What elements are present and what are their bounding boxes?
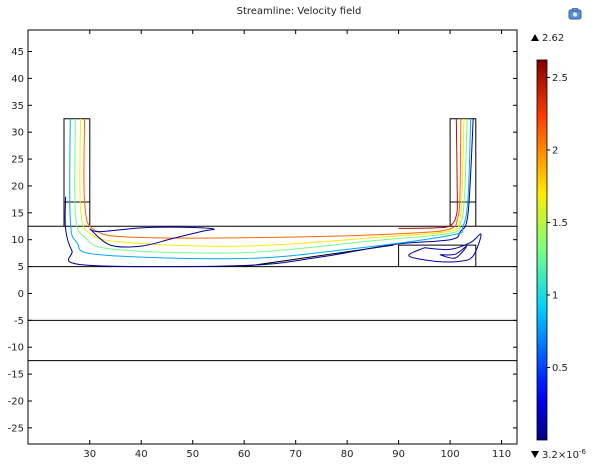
colorbar-tick-label: 1 (552, 290, 558, 301)
y-tick-label: -20 (8, 396, 24, 407)
plot-frame (27, 29, 518, 445)
y-tick-label: 10 (11, 235, 24, 246)
x-tick-label: 30 (83, 449, 96, 460)
streamline (408, 233, 482, 263)
inlet-channel (63, 118, 91, 227)
plot-title: Streamline: Velocity field (236, 6, 362, 17)
colorbar-tick-label: 2 (552, 145, 558, 156)
x-tick-label: 110 (492, 449, 511, 460)
y-tick-label: 15 (11, 208, 24, 219)
x-tick-label: 50 (186, 449, 199, 460)
streamline (69, 118, 472, 260)
y-tick-label: -10 (8, 343, 24, 354)
streamline (398, 118, 458, 229)
y-tick-label: 40 (11, 74, 24, 85)
y-tick-label: 30 (11, 128, 24, 139)
colorbar-tick-label: 2.5 (552, 73, 568, 84)
x-tick-label: 100 (441, 449, 460, 460)
x-tick-label: 90 (392, 449, 405, 460)
x-tick-label: 40 (135, 449, 148, 460)
colorbar-tick-label: 1.5 (552, 218, 568, 229)
colorbar-max-label: 2.62 (542, 33, 564, 44)
x-tick-label: 60 (238, 449, 251, 460)
streamline (439, 245, 468, 259)
max-triangle-icon (531, 34, 539, 41)
x-tick-label: 80 (341, 449, 354, 460)
y-tick-label: 25 (11, 155, 24, 166)
streamline (79, 118, 465, 247)
streamline (89, 226, 215, 248)
y-tick-label: -5 (14, 316, 24, 327)
colorbar-tick-label: 0.5 (552, 363, 568, 374)
streamline (83, 118, 462, 239)
x-tick-label: 70 (289, 449, 302, 460)
y-tick-label: 45 (11, 47, 24, 58)
outlet-channel (449, 118, 477, 227)
streamline (74, 118, 468, 254)
y-tick-label: 0 (18, 289, 24, 300)
y-tick-label: -15 (8, 370, 24, 381)
colorbar (536, 59, 548, 441)
y-tick-label: 20 (11, 181, 24, 192)
streamline (64, 118, 474, 268)
camera-icon[interactable] (568, 8, 582, 20)
step-block (398, 244, 477, 267)
y-tick-label: -25 (8, 423, 24, 434)
y-tick-label: 5 (18, 262, 24, 273)
colorbar-min-label: 3.2×10-6 (542, 448, 587, 461)
y-tick-label: 35 (11, 101, 24, 112)
min-triangle-icon (531, 451, 539, 458)
colorbar-min-exponent: -6 (579, 448, 587, 456)
